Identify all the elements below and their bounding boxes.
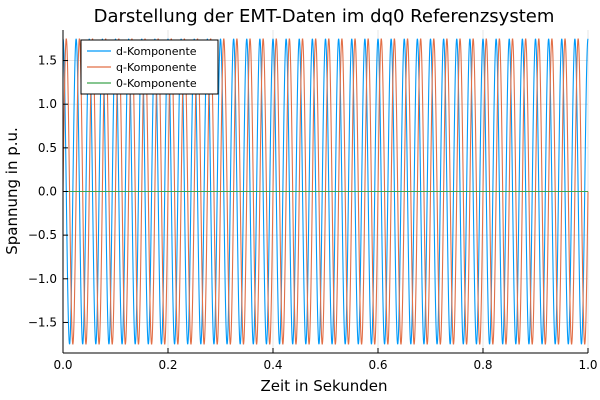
legend-label: d-Komponente xyxy=(116,45,197,58)
axes xyxy=(62,30,589,354)
legend: d-Komponente q-Komponente 0-Komponente xyxy=(80,39,219,95)
x-tick-label: 0.8 xyxy=(473,358,492,372)
y-tick-label: 1.0 xyxy=(38,97,57,111)
y-tick-label: −0.5 xyxy=(28,228,57,242)
x-tick-label: 0.0 xyxy=(53,358,72,372)
series-line-1 xyxy=(62,38,589,345)
y-tick-label: −1.5 xyxy=(28,315,57,329)
series-layer xyxy=(62,38,589,345)
y-tick-label: −1.0 xyxy=(28,272,57,286)
y-tick-label: 0.5 xyxy=(38,141,57,155)
x-tick-label: 0.4 xyxy=(263,358,282,372)
x-tick-label: 1.0 xyxy=(578,358,597,372)
legend-label: 0-Komponente xyxy=(116,77,197,90)
tick-labels: 0.0 0.2 0.4 0.6 0.8 1.0 −1.5 −1.0 −0.5 0.0 0.5 1.0 1… xyxy=(28,54,598,372)
y-tick-label: 1.5 xyxy=(38,54,57,68)
x-axis-label: Zeit in Sekunden xyxy=(260,377,387,395)
y-axis-label: Spannung in p.u. xyxy=(3,127,21,255)
y-tick-label: 0.0 xyxy=(38,185,57,199)
chart-title: Darstellung der EMT-Daten im dq0 Referen… xyxy=(94,6,555,27)
x-tick-label: 0.6 xyxy=(368,358,387,372)
x-tick-label: 0.2 xyxy=(158,358,177,372)
legend-label: q-Komponente xyxy=(116,61,197,74)
